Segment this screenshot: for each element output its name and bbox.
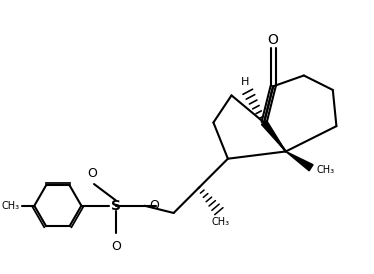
Polygon shape	[261, 121, 286, 152]
Text: CH₃: CH₃	[316, 165, 335, 175]
Text: O: O	[111, 240, 121, 253]
Text: CH₃: CH₃	[212, 217, 230, 227]
Text: CH₃: CH₃	[2, 201, 20, 211]
Text: O: O	[87, 167, 97, 180]
Text: S: S	[111, 199, 121, 213]
Text: O: O	[149, 199, 159, 212]
Polygon shape	[286, 152, 313, 171]
Text: H: H	[241, 77, 249, 87]
Text: O: O	[268, 33, 279, 47]
